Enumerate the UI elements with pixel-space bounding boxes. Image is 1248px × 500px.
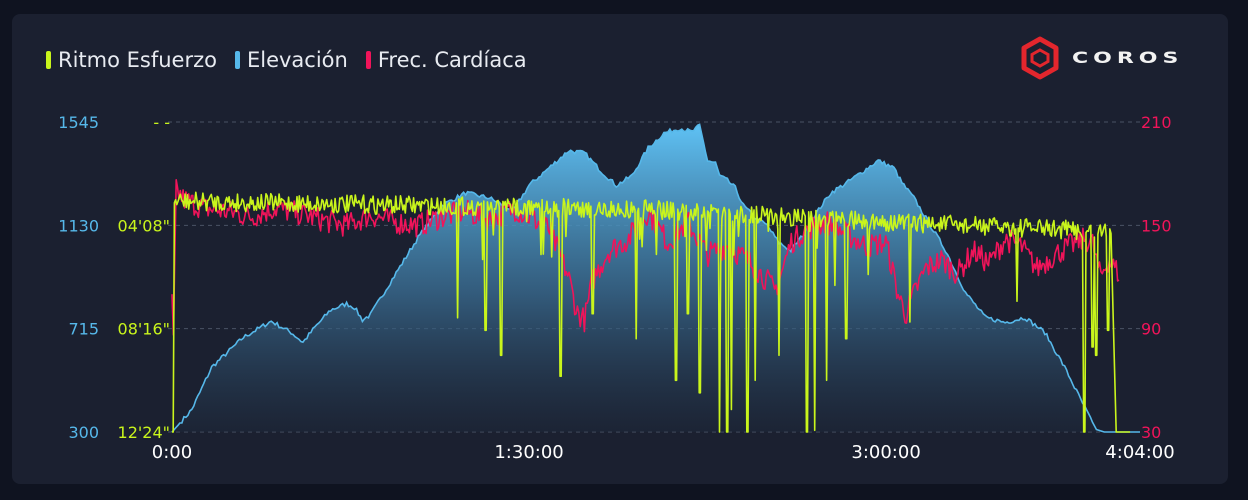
heart-rate-tick-label: 30: [1141, 423, 1161, 442]
x-tick-label: 3:00:00: [851, 442, 920, 463]
elevation-area: [172, 124, 1140, 433]
legend-label-elevation: Elevación: [246, 48, 348, 72]
heart-rate-series: [171, 179, 1120, 336]
legend-item-heart-rate[interactable]: Frec. Cardíaca: [365, 48, 527, 72]
legend-label-heart-rate: Frec. Cardíaca: [377, 48, 527, 72]
coros-logo: COROS: [1020, 36, 1204, 80]
pace-tick-label: 04'08": [118, 216, 170, 235]
coros-hexagon-icon: [1021, 36, 1059, 80]
legend-item-elevation[interactable]: Elevación: [234, 48, 348, 72]
axis-labels: 1545 1130 715 300 - - 04'08" 08'16" 12'24" 210 15…: [58, 113, 1174, 463]
coros-logo-text: COROS: [1072, 49, 1184, 67]
chart-legend: Ritmo Esfuerzo Elevación Frec. Cardíaca: [46, 46, 527, 74]
elevation-tick-label: 715: [68, 320, 99, 339]
pace-line: [172, 191, 1131, 433]
legend-swatch-pace: [46, 51, 51, 69]
elevation-series: [171, 123, 1140, 433]
elevation-tick-label: 1130: [58, 216, 99, 235]
x-tick-label: 4:04:00: [1105, 442, 1174, 463]
heart-rate-tick-label: 90: [1141, 320, 1161, 339]
x-tick-label: 0:00: [152, 442, 192, 463]
pace-series: [172, 191, 1131, 433]
heart-rate-line: [171, 179, 1120, 336]
elevation-tick-label: 1545: [58, 113, 99, 132]
legend-item-pace[interactable]: Ritmo Esfuerzo: [46, 48, 217, 72]
pace-tick-label: 12'24": [118, 423, 170, 442]
heart-rate-tick-label: 150: [1141, 216, 1172, 235]
legend-swatch-heart-rate: [365, 51, 371, 69]
heart-rate-tick-label: 210: [1141, 113, 1172, 132]
pace-tick-label: 08'16": [118, 320, 170, 339]
elevation-line: [171, 123, 1140, 433]
legend-label-pace: Ritmo Esfuerzo: [58, 48, 217, 72]
elevation-tick-label: 300: [68, 423, 99, 442]
x-tick-label: 1:30:00: [494, 442, 563, 463]
pace-tick-label: - -: [153, 113, 170, 132]
legend-swatch-elevation: [234, 51, 240, 69]
